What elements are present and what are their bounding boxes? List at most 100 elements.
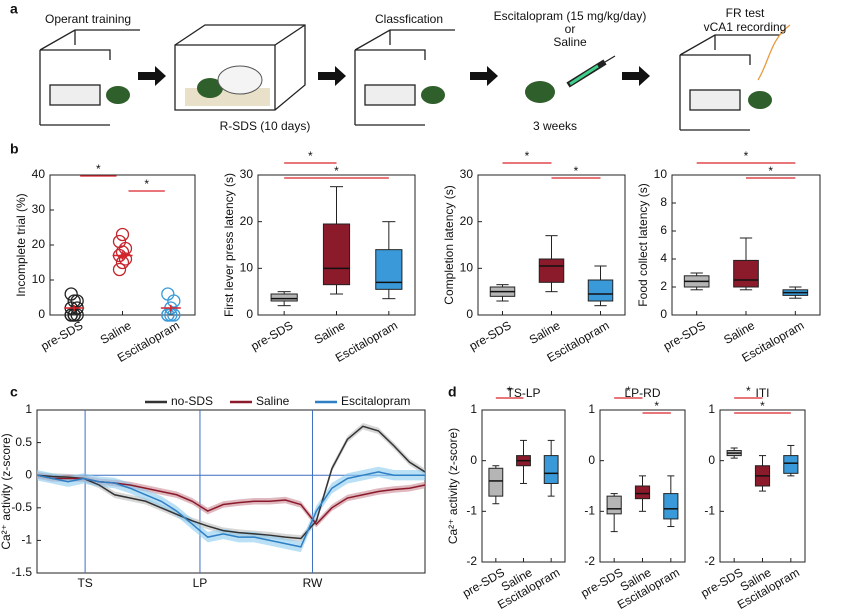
mice xyxy=(106,65,772,109)
step-label: FR test xyxy=(726,6,765,20)
step-label: Operant training xyxy=(45,12,131,26)
box xyxy=(538,258,565,283)
significance-label: * xyxy=(768,164,773,178)
box xyxy=(587,279,614,302)
x-tick-label: pre-SDS xyxy=(467,318,514,353)
x-tick-label: Saline xyxy=(98,318,134,347)
chart-title: TS-LP xyxy=(506,386,540,400)
y-axis-label: Completion latency (s) xyxy=(442,185,456,304)
data-point xyxy=(115,227,130,242)
box xyxy=(783,455,799,474)
legend-label: Saline xyxy=(256,394,290,408)
mouse xyxy=(748,91,772,109)
lever-panel xyxy=(364,84,416,106)
box xyxy=(488,467,504,497)
legend-label: no-SDS xyxy=(171,394,213,408)
mouse xyxy=(197,78,223,98)
y-tick-label: -2 xyxy=(704,554,715,568)
y-tick-label: 10 xyxy=(654,167,668,181)
fiber xyxy=(757,24,791,81)
y-tick-label: 8 xyxy=(660,195,667,209)
x-tick-label: pre-SDS xyxy=(38,318,85,353)
y-axis-label: Ca²⁺ activity (z-score) xyxy=(446,428,460,544)
box xyxy=(322,223,351,286)
cage xyxy=(679,34,780,131)
y-tick-label: 10 xyxy=(32,272,46,286)
syringe-fluid xyxy=(569,64,599,86)
panel-label: d xyxy=(448,384,457,400)
y-tick-label: 0 xyxy=(708,453,715,467)
box xyxy=(270,293,298,302)
significance-label: * xyxy=(760,399,765,413)
mouse xyxy=(421,86,445,104)
y-tick-label: 10 xyxy=(240,261,254,275)
x-tick-label: Saline xyxy=(312,318,348,347)
chart-title: ITI xyxy=(756,386,770,400)
error-band xyxy=(37,466,425,553)
step-label: Classfication xyxy=(375,12,443,26)
y-axis-label: Ca²⁺ activity (z-score) xyxy=(0,433,13,549)
significance-label: * xyxy=(308,149,313,163)
panel-label: a xyxy=(10,1,18,17)
y-tick-label: -2 xyxy=(584,554,595,568)
y-tick-label: 0 xyxy=(25,467,32,481)
mouse xyxy=(106,86,130,104)
significance-label: * xyxy=(525,149,530,163)
box xyxy=(663,493,679,520)
aggressor xyxy=(217,65,263,95)
significance-label: * xyxy=(654,399,659,413)
panel-label: b xyxy=(10,141,19,157)
y-tick-label: 20 xyxy=(240,214,254,228)
y-tick-label: 30 xyxy=(240,167,254,181)
y-tick-label: 40 xyxy=(32,167,46,181)
data-point xyxy=(167,308,181,322)
significance-label: * xyxy=(744,149,749,163)
y-tick-label: 30 xyxy=(32,202,46,216)
x-tick-label: Saline xyxy=(527,318,563,347)
data-point xyxy=(64,287,78,301)
series-line xyxy=(36,471,425,548)
series-line xyxy=(36,425,426,540)
y-tick-label: -0.5 xyxy=(11,500,32,514)
data-point xyxy=(112,234,127,249)
cage xyxy=(174,24,306,111)
significance-label: * xyxy=(746,384,751,398)
significance-label: * xyxy=(144,177,149,191)
step-label: 3 weeks xyxy=(533,119,577,133)
x-tick-label: LP xyxy=(193,576,208,590)
cage xyxy=(354,29,455,126)
y-tick-label: -2 xyxy=(466,554,477,568)
y-tick-label: 20 xyxy=(32,237,46,251)
data-point xyxy=(161,287,175,301)
x-tick-label: pre-SDS xyxy=(248,318,295,353)
y-tick-label: 2 xyxy=(660,279,667,293)
box xyxy=(375,249,403,290)
y-tick-label: 0 xyxy=(588,453,595,467)
significance-label: * xyxy=(574,164,579,178)
y-tick-label: 6 xyxy=(660,223,667,237)
step-label: Saline xyxy=(553,35,587,49)
arrow xyxy=(470,66,498,86)
y-tick-label: 20 xyxy=(460,214,474,228)
y-axis-label: First lever press latency (s) xyxy=(222,173,236,317)
cage xyxy=(39,29,140,125)
mouse xyxy=(525,81,555,103)
panel-label: c xyxy=(10,384,18,400)
lever-panel xyxy=(689,89,741,111)
legend-label: Escitalopram xyxy=(341,394,410,408)
arrow xyxy=(318,66,346,86)
x-tick-label: pre-SDS xyxy=(661,318,708,353)
x-tick-label: TS xyxy=(77,576,92,590)
y-axis-label: Incomplete trial (%) xyxy=(14,193,28,296)
y-tick-label: 0 xyxy=(38,307,45,321)
y-tick-label: 0 xyxy=(466,307,473,321)
lever-panel xyxy=(49,84,101,106)
step-label: R-SDS (10 days) xyxy=(220,119,311,133)
y-tick-label: -1 xyxy=(21,533,32,547)
step-label: Escitalopram (15 mg/kg/day) xyxy=(494,9,647,23)
y-tick-label: 1 xyxy=(25,402,32,416)
step-label: or xyxy=(565,22,576,36)
schematic xyxy=(39,24,791,131)
arrow xyxy=(138,66,166,86)
step-label: vCA1 recording xyxy=(704,20,787,34)
